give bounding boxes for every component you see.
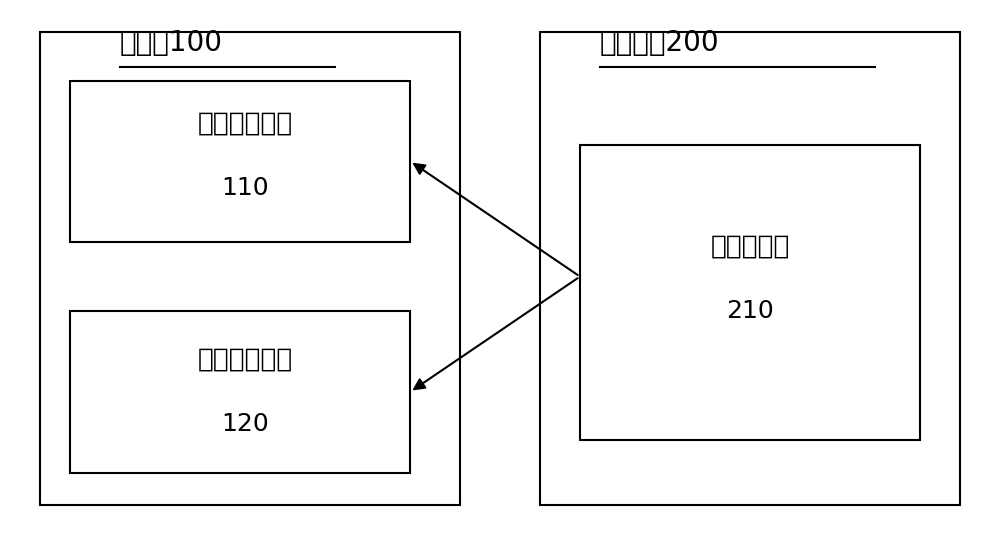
Text: 110: 110 bbox=[221, 176, 269, 200]
FancyBboxPatch shape bbox=[580, 145, 920, 440]
Text: 第二功能模块: 第二功能模块 bbox=[197, 347, 293, 373]
Text: 第一控制部: 第一控制部 bbox=[710, 234, 790, 260]
FancyBboxPatch shape bbox=[70, 311, 410, 473]
Text: 无人机100: 无人机100 bbox=[120, 29, 223, 57]
FancyBboxPatch shape bbox=[40, 32, 460, 505]
Text: 210: 210 bbox=[726, 300, 774, 323]
Text: 第一功能模块: 第一功能模块 bbox=[197, 111, 293, 136]
Text: 120: 120 bbox=[221, 412, 269, 436]
FancyBboxPatch shape bbox=[70, 81, 410, 242]
Text: 遥控设备200: 遥控设备200 bbox=[600, 29, 720, 57]
FancyBboxPatch shape bbox=[540, 32, 960, 505]
